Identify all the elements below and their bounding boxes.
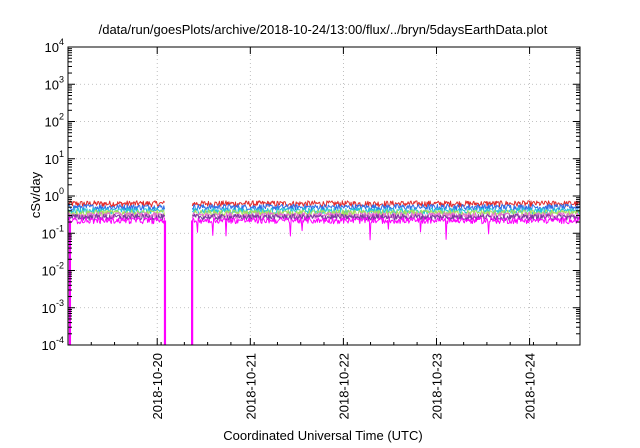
chart-title: /data/run/goesPlots/archive/2018-10-24/1… — [99, 22, 548, 37]
y-tick-exponent: -2 — [56, 261, 64, 271]
x-axis-ticks: 2018-10-20 2018-10-21 2018-10-22 2018-10-23… — [67, 47, 581, 420]
x-tick-label: 2018-10-22 — [336, 353, 351, 420]
x-axis-label: Coordinated Universal Time (UTC) — [223, 428, 422, 443]
y-tick-exponent: 3 — [59, 74, 64, 84]
y-tick-exponent: 4 — [59, 37, 64, 47]
y-tick-exponent: -4 — [56, 335, 64, 345]
y-tick-label: 10-4 — [42, 335, 64, 353]
grid-lines — [68, 47, 580, 345]
y-tick-label: 100 — [45, 186, 64, 204]
data-series — [67, 200, 581, 345]
y-tick-label: 102 — [45, 112, 64, 130]
y-tick-label: 101 — [45, 149, 64, 167]
y-tick-label: 10-2 — [42, 261, 64, 279]
y-tick-exponent: 1 — [59, 149, 64, 159]
plot-frame — [67, 46, 581, 346]
y-tick-label: 104 — [45, 37, 64, 55]
x-tick-label: 2018-10-21 — [243, 353, 258, 420]
y-tick-exponent: 0 — [59, 186, 64, 196]
series-line — [67, 217, 581, 241]
x-tick-label: 2018-10-24 — [523, 353, 538, 420]
x-tick-label: 2018-10-23 — [429, 353, 444, 420]
y-tick-label: 10-1 — [42, 223, 64, 241]
y-tick-exponent: 2 — [59, 112, 64, 122]
y-axis-label: cSv/day — [28, 171, 43, 218]
y-tick-label: 10-3 — [42, 298, 64, 316]
x-tick-label: 2018-10-20 — [150, 353, 165, 420]
y-tick-exponent: -3 — [56, 298, 64, 308]
y-tick-label: 103 — [45, 74, 64, 92]
series-line — [67, 200, 581, 208]
y-tick-exponent: -1 — [56, 223, 64, 233]
